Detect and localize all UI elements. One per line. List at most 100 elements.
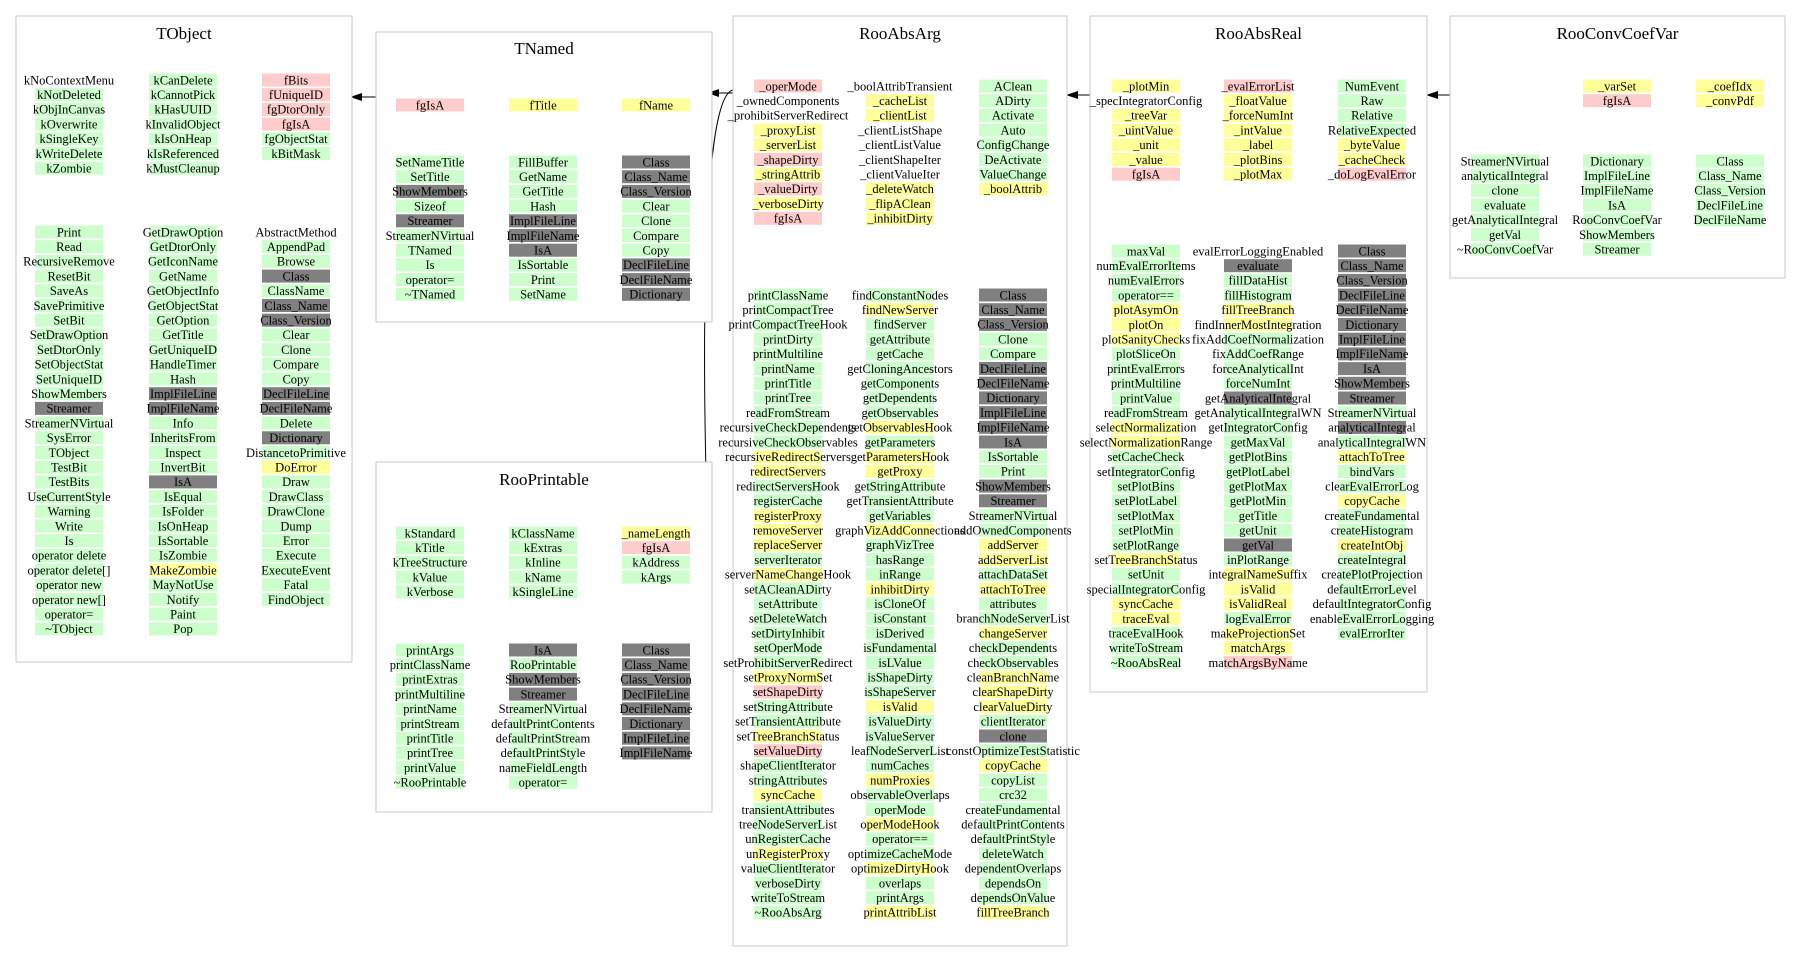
member-checkobservables: checkObservables [968, 656, 1059, 670]
member-background [1696, 154, 1764, 168]
member-label: _coefIdx [1707, 79, 1753, 93]
member-background [979, 538, 1047, 552]
member-label: SetDtorOnly [37, 343, 102, 357]
member-implfilename: ImplFileName [1581, 184, 1654, 198]
member-declfilename: DeclFileName [1336, 303, 1409, 317]
member-background [979, 597, 1047, 611]
member-attachtotree: attachToTree [1338, 450, 1406, 464]
member-operator: operator= [35, 608, 103, 622]
member-background [149, 343, 217, 357]
member-label: _varSet [1597, 79, 1637, 93]
member-background [622, 541, 690, 555]
member-label: fgIsA [774, 212, 802, 226]
member-matchargsbyname: matchArgsByName [1208, 656, 1308, 670]
member-background [149, 446, 217, 459]
member-background [622, 526, 690, 540]
member-namefieldlength: nameFieldLength [499, 761, 588, 775]
member-label: ImplFileName [1336, 347, 1409, 361]
member-label: defaultPrintContents [961, 818, 1065, 832]
member-background [262, 254, 330, 268]
member-maynotuse: MayNotUse [149, 578, 217, 592]
member-label: getParameters [865, 435, 936, 449]
member-background [979, 376, 1047, 390]
member-optimizedirtyhook: optimizeDirtyHook [851, 862, 950, 876]
member-plotmin: _plotMin [1112, 79, 1180, 93]
member-clear: Clear [622, 199, 690, 213]
member-label: operator= [519, 776, 568, 790]
member-label: fixAddCoefRange [1212, 347, 1304, 361]
member-label: kNotDeleted [37, 88, 102, 102]
member-label: setValueDirty [754, 744, 823, 758]
member-saveprimitive: SavePrimitive [34, 299, 105, 313]
member-background [35, 431, 103, 445]
member-relative: Relative [1338, 109, 1406, 123]
member-label: IsEqual [164, 490, 203, 504]
member-label: registerCache [754, 494, 823, 508]
member-background [509, 184, 577, 198]
member-printmultiline: printMultiline [753, 347, 824, 361]
member-background [1338, 450, 1406, 464]
member-serverlist: _serverList [754, 138, 822, 152]
member-background [1338, 318, 1406, 331]
member-background [979, 123, 1047, 137]
member-class-name: Class_Name [262, 299, 330, 313]
member-background [262, 372, 330, 386]
member-background [509, 658, 577, 672]
member-label: _flipAClean [868, 197, 932, 211]
member-background [1696, 169, 1764, 183]
member-traceeval: traceEval [1112, 612, 1180, 626]
member-declfileline: DeclFileLine [262, 387, 330, 401]
member-label: Class_Name [1698, 169, 1762, 183]
member-label: defaultPrintStream [496, 732, 591, 746]
member-background [979, 420, 1047, 434]
member-background [1338, 108, 1406, 122]
member-label: kIsOnHeap [155, 132, 212, 146]
member-evalerroriter: evalErrorIter [1338, 627, 1406, 641]
member-background [1338, 167, 1406, 181]
member-background [979, 79, 1047, 93]
member-label: Clone [641, 214, 671, 228]
member-label: Hash [530, 199, 556, 213]
member-background [754, 182, 822, 196]
member-kvalue: kValue [396, 570, 464, 584]
member-background [396, 170, 464, 184]
member-cachelist: _cacheList [866, 94, 934, 108]
member-gettransientattribute: getTransientAttribute [846, 494, 954, 508]
member-background [509, 243, 577, 257]
member-unregistercache: unRegisterCache [745, 832, 831, 846]
member-classname: ClassName [262, 284, 330, 298]
member-class-version: Class_Version [1336, 274, 1408, 288]
member-label: createFundamental [965, 803, 1061, 817]
member-background [866, 656, 934, 669]
member-background [262, 416, 330, 430]
member-optimizecachemode: optimizeCacheMode [848, 847, 953, 861]
member-background [1338, 376, 1406, 390]
member-background [1338, 494, 1406, 508]
member-label: selectNormalization [1096, 421, 1197, 435]
member-background [35, 299, 103, 312]
member-background [1224, 167, 1292, 181]
member-background [35, 284, 103, 298]
member-label: _plotMax [1233, 168, 1283, 182]
member-recursiveredirectservers: recursiveRedirectServers [725, 450, 851, 464]
member-background [754, 685, 822, 699]
member-getplotmin: getPlotMin [1224, 494, 1292, 508]
member-label: printCompactTree [742, 303, 834, 317]
member-label: DeclFileLine [623, 687, 689, 701]
member-branchnodeserverlist: branchNodeServerList [956, 612, 1070, 626]
member-coefidx: _coefIdx [1696, 79, 1764, 93]
member-background [866, 420, 934, 434]
member-kbitmask: kBitMask [262, 147, 330, 161]
member-background [396, 258, 464, 272]
member-compare: Compare [622, 229, 690, 243]
member-label: kClassName [511, 526, 575, 540]
member-background [979, 362, 1047, 375]
member-class-name: Class_Name [622, 658, 690, 672]
member-label: printMultiline [395, 687, 466, 701]
member-pop: Pop [149, 622, 217, 636]
member-isa: IsA [509, 643, 577, 657]
member-class-version: Class_Version [977, 318, 1049, 332]
member-tobject: TObject [35, 446, 103, 460]
member-copy: Copy [622, 244, 690, 258]
